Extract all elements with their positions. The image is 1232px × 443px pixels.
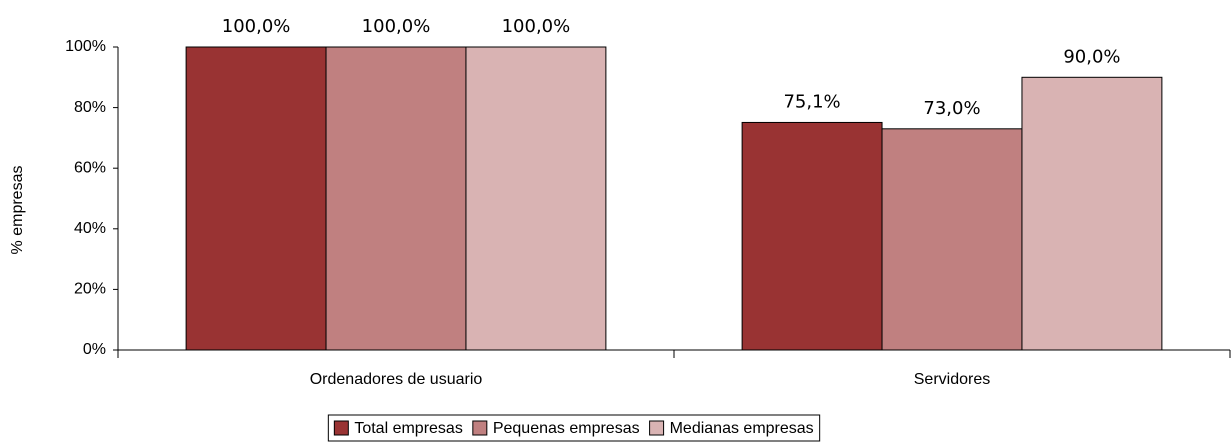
bar <box>741 121 883 351</box>
x-tick-label: Ordenadores de usuario <box>310 371 483 388</box>
value-label: 100,0% <box>362 16 431 37</box>
y-tick-label: 40% <box>74 220 106 237</box>
y-tick-label: 100% <box>65 38 106 55</box>
value-label: 90,0% <box>1063 46 1120 67</box>
y-tick-label: 0% <box>83 341 106 358</box>
y-axis-label: % empresas <box>9 166 26 255</box>
y-tick-label: 20% <box>74 281 106 298</box>
y-tick-label: 60% <box>74 159 106 176</box>
bar <box>185 46 327 351</box>
value-label: 100,0% <box>222 16 291 37</box>
legend-swatch <box>333 420 349 436</box>
bar <box>465 46 607 351</box>
value-label: 75,1% <box>783 91 840 112</box>
y-tick-label: 80% <box>74 99 106 116</box>
legend-label: Total empresas <box>354 420 463 437</box>
legend-box <box>327 414 821 442</box>
x-tick-label: Servidores <box>914 371 990 388</box>
bar <box>325 46 467 351</box>
legend-label: Pequenas empresas <box>493 420 640 437</box>
legend-swatch <box>649 420 665 436</box>
legend-label: Medianas empresas <box>670 420 814 437</box>
legend: Total empresas Pequenas empresas Medianas … <box>327 414 821 442</box>
bar <box>1021 76 1163 351</box>
legend-swatch <box>472 420 488 436</box>
value-label: 73,0% <box>923 98 980 119</box>
bar <box>881 128 1023 351</box>
value-label: 100,0% <box>502 16 571 37</box>
